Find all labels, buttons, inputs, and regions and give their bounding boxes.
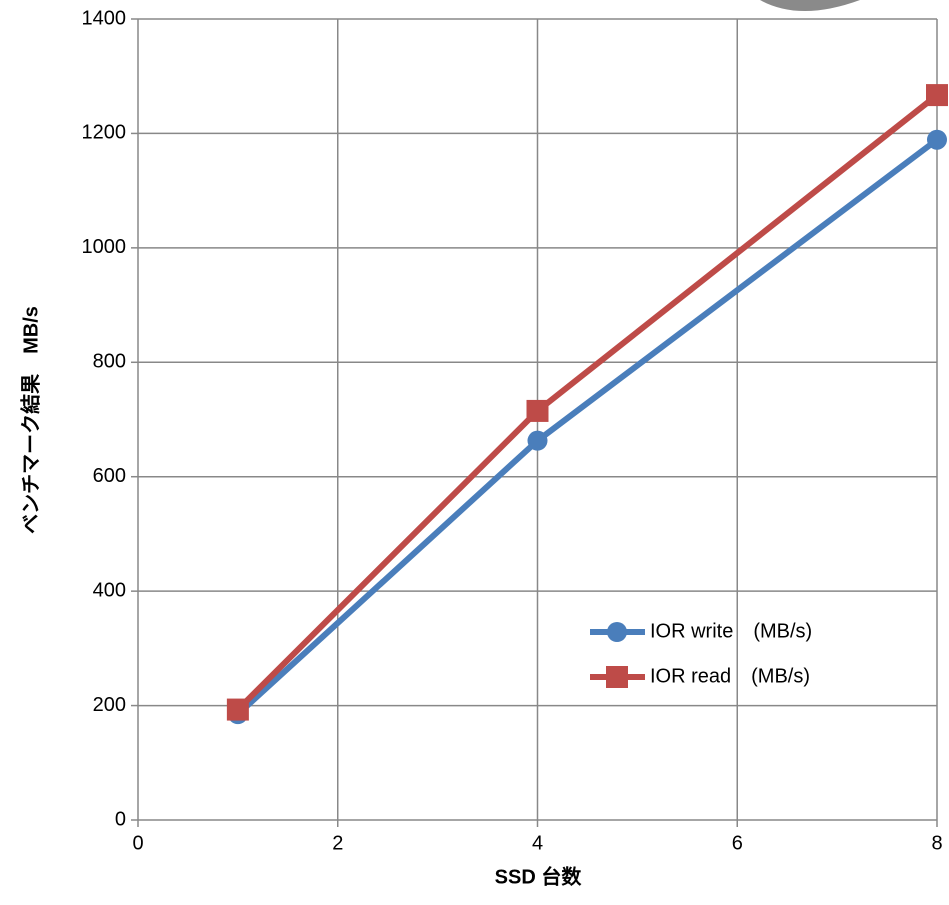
marker <box>606 666 628 688</box>
y-axis-title: ベンチマーク結果 MB/s <box>18 306 42 534</box>
marker <box>926 84 948 107</box>
x-axis-title: SSD 台数 <box>495 864 583 888</box>
y-tick-label: 800 <box>93 351 126 373</box>
marker <box>527 430 548 451</box>
marker <box>226 698 249 721</box>
x-tick-label: 8 <box>931 832 942 854</box>
series-line <box>235 137 939 717</box>
y-tick-label: 1200 <box>82 122 127 144</box>
x-tick-label: 6 <box>732 832 743 854</box>
x-tick-label: 0 <box>132 832 143 854</box>
legend-label: IOR write (MB/s) <box>650 620 812 642</box>
y-tick-label: 1400 <box>82 7 127 29</box>
y-tick-label: 0 <box>115 808 126 830</box>
decoration <box>760 0 860 11</box>
legend-label: IOR read (MB/s) <box>650 665 810 687</box>
x-tick-label: 4 <box>532 832 543 854</box>
marker <box>927 129 947 150</box>
marker <box>526 399 549 422</box>
y-tick-label: 600 <box>93 465 126 487</box>
y-tick-label: 1000 <box>82 236 127 258</box>
marker <box>607 622 627 642</box>
x-tick-label: 2 <box>332 832 343 854</box>
y-tick-label: 200 <box>93 694 126 716</box>
y-tick-label: 400 <box>93 579 126 601</box>
